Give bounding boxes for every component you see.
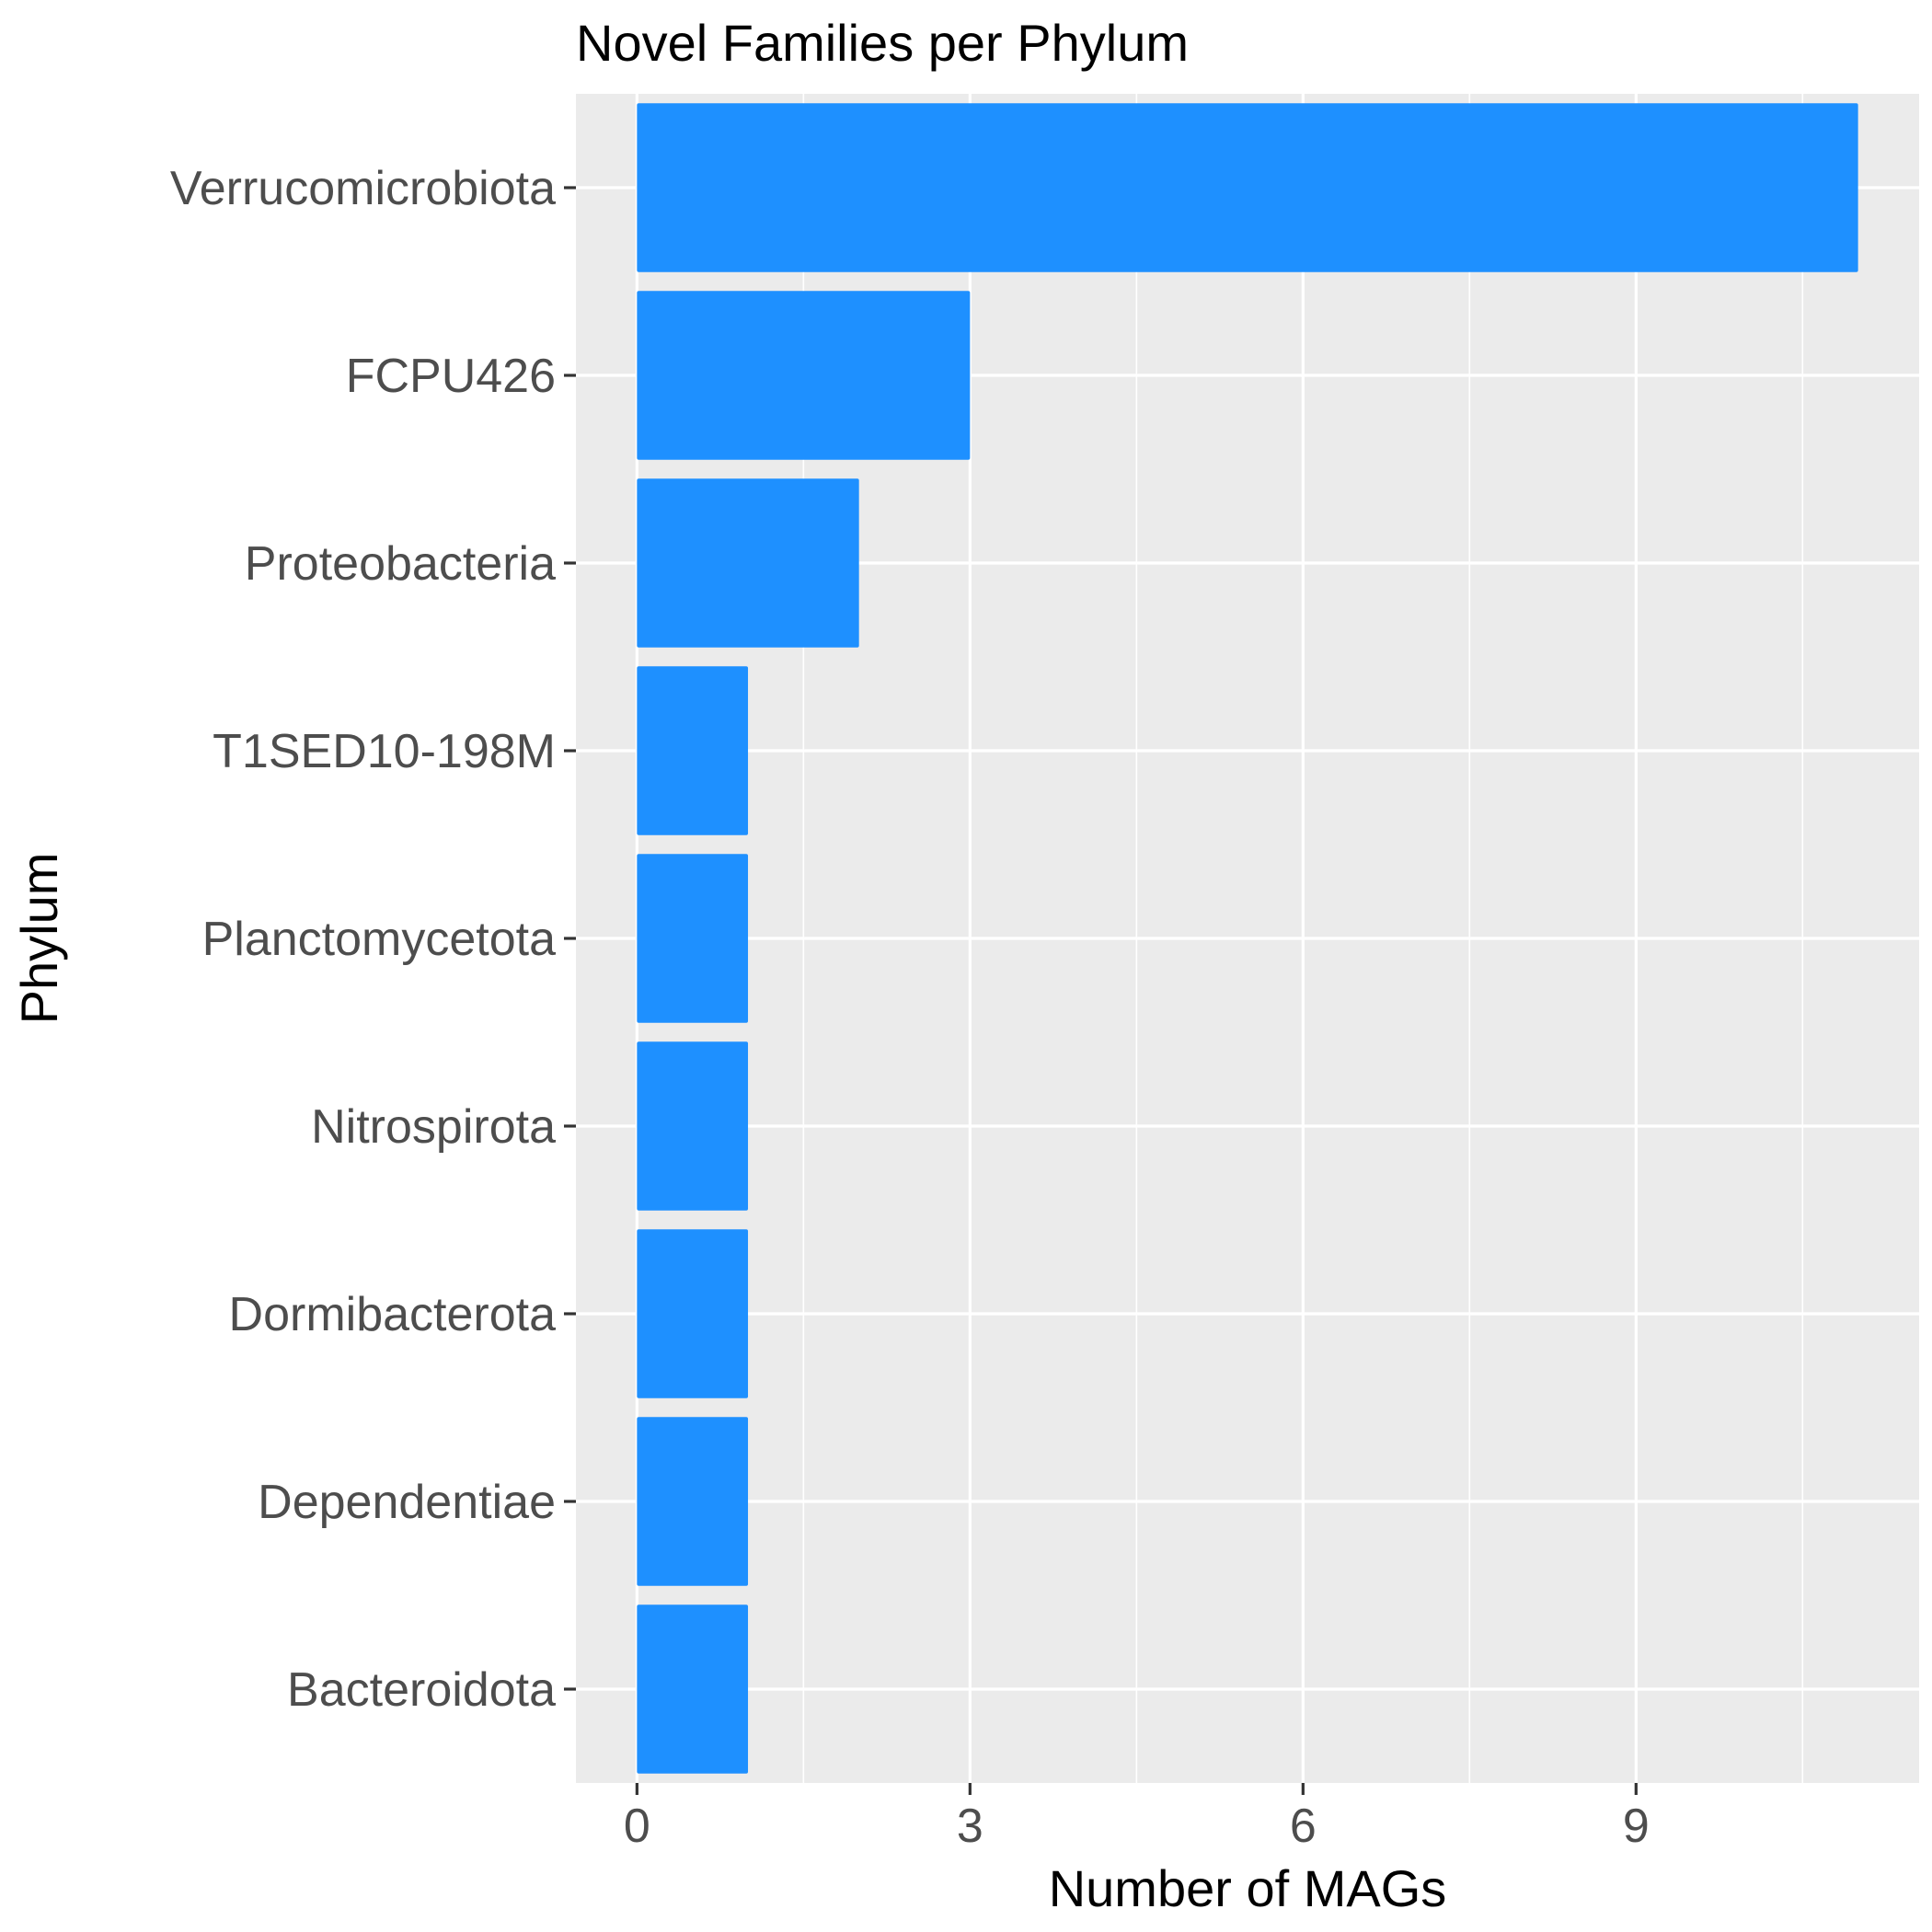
chart-title: Novel Families per Phylum (576, 14, 1189, 72)
bar (637, 1417, 749, 1586)
y-axis-ticks (564, 186, 576, 1691)
x-tick-label: 0 (624, 1800, 650, 1853)
bar (637, 478, 859, 648)
y-axis-tick-labels: Verrucomicrobiota FCPU426 Proteobacteria T1… (170, 162, 556, 1717)
bar (637, 1041, 749, 1211)
x-axis-tick-labels: 0 3 6 9 (624, 1800, 1650, 1853)
x-axis-ticks (635, 1783, 1638, 1795)
bar (637, 291, 971, 460)
x-tick-label: 9 (1623, 1800, 1650, 1853)
y-tick-label: Dependentiae (258, 1476, 556, 1529)
y-tick-label: Dormibacterota (229, 1288, 557, 1341)
y-tick-label: Proteobacteria (245, 537, 556, 591)
bar (637, 1229, 749, 1398)
y-tick-label: Nitrospirota (311, 1100, 556, 1154)
y-tick-label: FCPU426 (346, 350, 556, 403)
x-axis-title: Number of MAGs (1049, 1859, 1447, 1917)
y-tick-label: T1SED10-198M (213, 725, 556, 778)
bar (637, 854, 749, 1023)
bar (637, 1604, 749, 1774)
bars (637, 103, 1858, 1774)
x-tick-label: 3 (957, 1800, 983, 1853)
bar (637, 103, 1858, 272)
y-axis-title: Phylum (10, 853, 68, 1025)
y-tick-label: Bacteroidota (287, 1663, 556, 1717)
bar (637, 666, 749, 835)
x-tick-label: 6 (1290, 1800, 1317, 1853)
y-tick-label: Verrucomicrobiota (170, 162, 556, 215)
y-tick-label: Planctomycetota (202, 913, 556, 966)
